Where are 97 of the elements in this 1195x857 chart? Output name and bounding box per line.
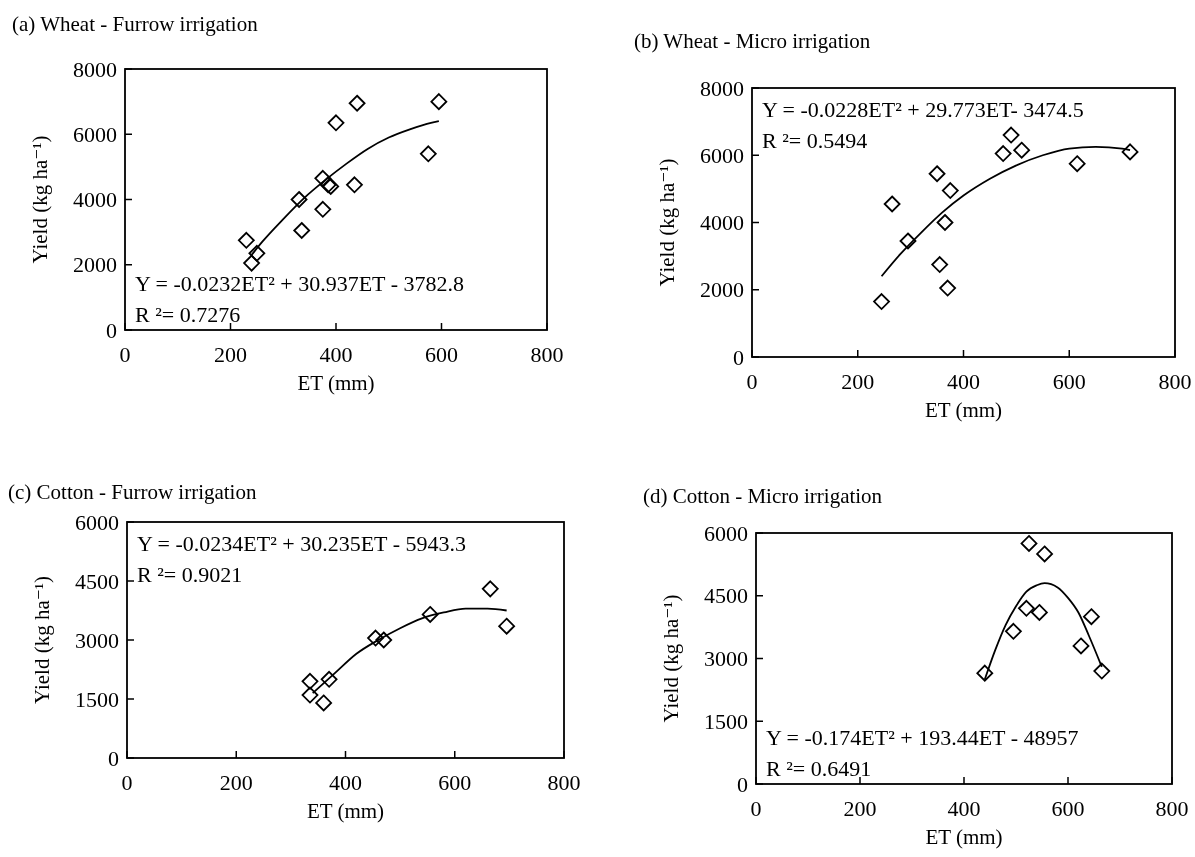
- chart-title: (d) Cotton - Micro irrigation: [643, 484, 883, 508]
- y-tick-label: 6000: [700, 142, 744, 168]
- point: [243, 254, 260, 272]
- point: [314, 169, 332, 187]
- point: [301, 686, 319, 704]
- annotation: R ²= 0.7276: [135, 302, 241, 327]
- x-tick-label: 200: [843, 796, 877, 821]
- point: [315, 694, 333, 712]
- point: [327, 114, 345, 132]
- y-tick-label: 0: [108, 745, 119, 771]
- annotation: R ²= 0.5494: [762, 128, 868, 153]
- point: [290, 191, 308, 208]
- point: [1121, 143, 1139, 161]
- point: [941, 182, 959, 199]
- x-tick-label: 600: [1052, 369, 1086, 394]
- y-tick-label: 3000: [75, 627, 119, 653]
- x-tick-label: 600: [1051, 796, 1085, 821]
- y-tick-label: 8000: [73, 56, 117, 82]
- point: [346, 176, 363, 194]
- x-tick-label: 400: [947, 369, 980, 394]
- y-tick-label: 0: [106, 317, 117, 343]
- point: [928, 165, 946, 183]
- point: [939, 279, 957, 297]
- point: [994, 145, 1012, 162]
- annotation: Y = -0.0232ET² + 30.937ET - 3782.8: [135, 271, 464, 296]
- x-axis-title: ET (mm): [297, 371, 375, 395]
- x-tick-label: 400: [319, 342, 353, 367]
- point: [1013, 141, 1031, 159]
- point: [237, 231, 255, 249]
- point: [931, 256, 949, 273]
- point: [314, 200, 332, 218]
- point: [899, 232, 917, 250]
- point: [1002, 126, 1020, 144]
- point: [936, 214, 954, 231]
- point: [421, 606, 439, 623]
- point: [419, 145, 437, 163]
- annotation: Y = -0.0234ET² + 30.235ET - 5943.3: [137, 531, 466, 556]
- x-tick-label: 800: [547, 770, 581, 795]
- y-tick-label: 2000: [73, 252, 117, 278]
- x-tick-label: 600: [438, 770, 472, 795]
- annotation: R ²= 0.6491: [766, 756, 872, 781]
- point: [1031, 604, 1048, 621]
- point: [1068, 155, 1086, 173]
- x-tick-label: 200: [841, 369, 875, 394]
- y-axis-title: Yield (kg ha⁻¹): [30, 575, 54, 705]
- chart-title: (c) Cotton - Furrow irrigation: [8, 480, 257, 504]
- point: [1020, 535, 1038, 552]
- y-axis-title: Yield (kg ha⁻¹): [28, 135, 52, 264]
- point: [1093, 662, 1111, 680]
- y-tick-label: 4000: [700, 210, 744, 236]
- y-tick-label: 2000: [700, 277, 744, 303]
- point: [248, 244, 266, 262]
- x-tick-label: 800: [530, 342, 564, 367]
- y-tick-label: 3000: [704, 646, 748, 672]
- x-tick-label: 400: [947, 796, 981, 821]
- y-tick-label: 6000: [73, 121, 117, 147]
- point: [976, 664, 994, 682]
- point: [498, 617, 516, 635]
- annotation: Y = -0.174ET² + 193.44ET - 48957: [766, 725, 1079, 750]
- point: [430, 93, 448, 111]
- point: [883, 195, 901, 213]
- x-tick-label: 800: [1155, 796, 1189, 821]
- point: [1036, 545, 1053, 563]
- y-tick-label: 6000: [75, 509, 119, 535]
- x-axis-title: ET (mm): [306, 799, 385, 823]
- point: [873, 293, 890, 310]
- y-tick-label: 1500: [704, 708, 748, 734]
- annotation: R ²= 0.9021: [137, 562, 243, 587]
- point: [1018, 599, 1035, 617]
- point: [293, 222, 311, 239]
- y-tick-label: 8000: [700, 75, 744, 101]
- chart-title: (a) Wheat - Furrow irrigation: [12, 12, 259, 36]
- x-axis-title: ET (mm): [924, 398, 1003, 422]
- point: [320, 670, 338, 688]
- y-tick-label: 6000: [704, 520, 748, 546]
- x-tick-label: 400: [329, 770, 362, 795]
- x-axis-title: ET (mm): [925, 825, 1003, 849]
- y-tick-label: 4500: [75, 568, 119, 594]
- point: [348, 94, 366, 112]
- x-tick-label: 600: [425, 342, 458, 367]
- x-tick-label: 200: [214, 342, 247, 367]
- y-tick-label: 1500: [75, 686, 119, 712]
- x-tick-label: 800: [1158, 369, 1192, 394]
- point: [1072, 637, 1090, 655]
- point: [1005, 622, 1022, 640]
- annotation: Y = -0.0228ET² + 29.773ET- 3474.5: [762, 97, 1084, 122]
- point: [301, 672, 319, 690]
- point: [1083, 608, 1100, 626]
- x-tick-label: 200: [219, 770, 253, 795]
- y-axis-title: Yield (kg ha⁻¹): [659, 594, 683, 723]
- point: [367, 629, 384, 647]
- y-tick-label: 4000: [73, 187, 117, 213]
- point: [375, 631, 393, 649]
- point: [481, 580, 499, 598]
- y-axis-title: Yield (kg ha⁻¹): [655, 158, 679, 287]
- y-tick-label: 4500: [704, 583, 748, 609]
- chart-title: (b) Wheat - Micro irrigation: [634, 29, 871, 53]
